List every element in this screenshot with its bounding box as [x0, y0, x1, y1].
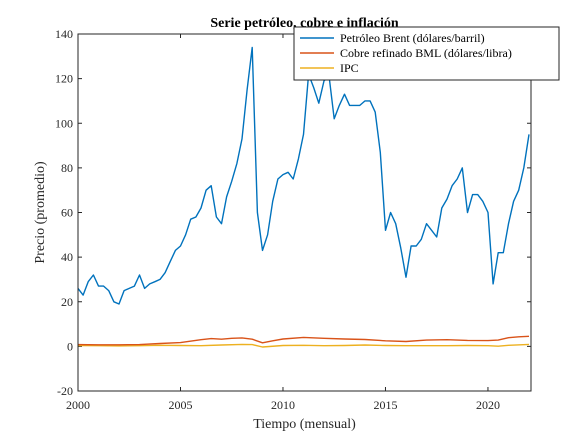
- y-tick-label: 140: [55, 27, 73, 41]
- y-tick-label: 0: [67, 339, 73, 353]
- y-axis-label: Precio (promedio): [33, 161, 48, 264]
- x-axis-label: Tiempo (mensual): [253, 417, 356, 432]
- y-tick-label: 100: [55, 116, 73, 130]
- y-tick-label: 80: [61, 161, 73, 175]
- x-tick-label: 2020: [476, 398, 500, 412]
- axis-ticks: 2000 2005 2010 2015 2020 -20 0 20 40 60 80 100 120 14…: [55, 27, 531, 412]
- x-tick-label: 2000: [66, 398, 90, 412]
- legend-box: [293, 26, 560, 81]
- legend: Petróleo Brent (dólares/barril)Cobre ref…: [293, 26, 560, 81]
- legend-label: Petróleo Brent (dólares/barril): [340, 31, 485, 45]
- y-tick-label: 40: [61, 250, 73, 264]
- y-tick-label: -20: [57, 384, 73, 398]
- series-line: [77, 343, 530, 348]
- series-line: [77, 335, 530, 346]
- y-tick-label: 120: [55, 72, 73, 86]
- legend-label: Cobre refinado BML (dólares/libra): [340, 46, 512, 60]
- plot-area: [78, 34, 531, 391]
- x-tick-label: 2005: [168, 398, 192, 412]
- legend-label: IPC: [340, 61, 359, 75]
- y-tick-label: 60: [61, 206, 73, 220]
- x-tick-label: 2010: [271, 398, 295, 412]
- y-tick-label: 20: [61, 295, 73, 309]
- x-tick-label: 2015: [373, 398, 397, 412]
- series-lines: [77, 46, 530, 348]
- series-line: [77, 46, 530, 305]
